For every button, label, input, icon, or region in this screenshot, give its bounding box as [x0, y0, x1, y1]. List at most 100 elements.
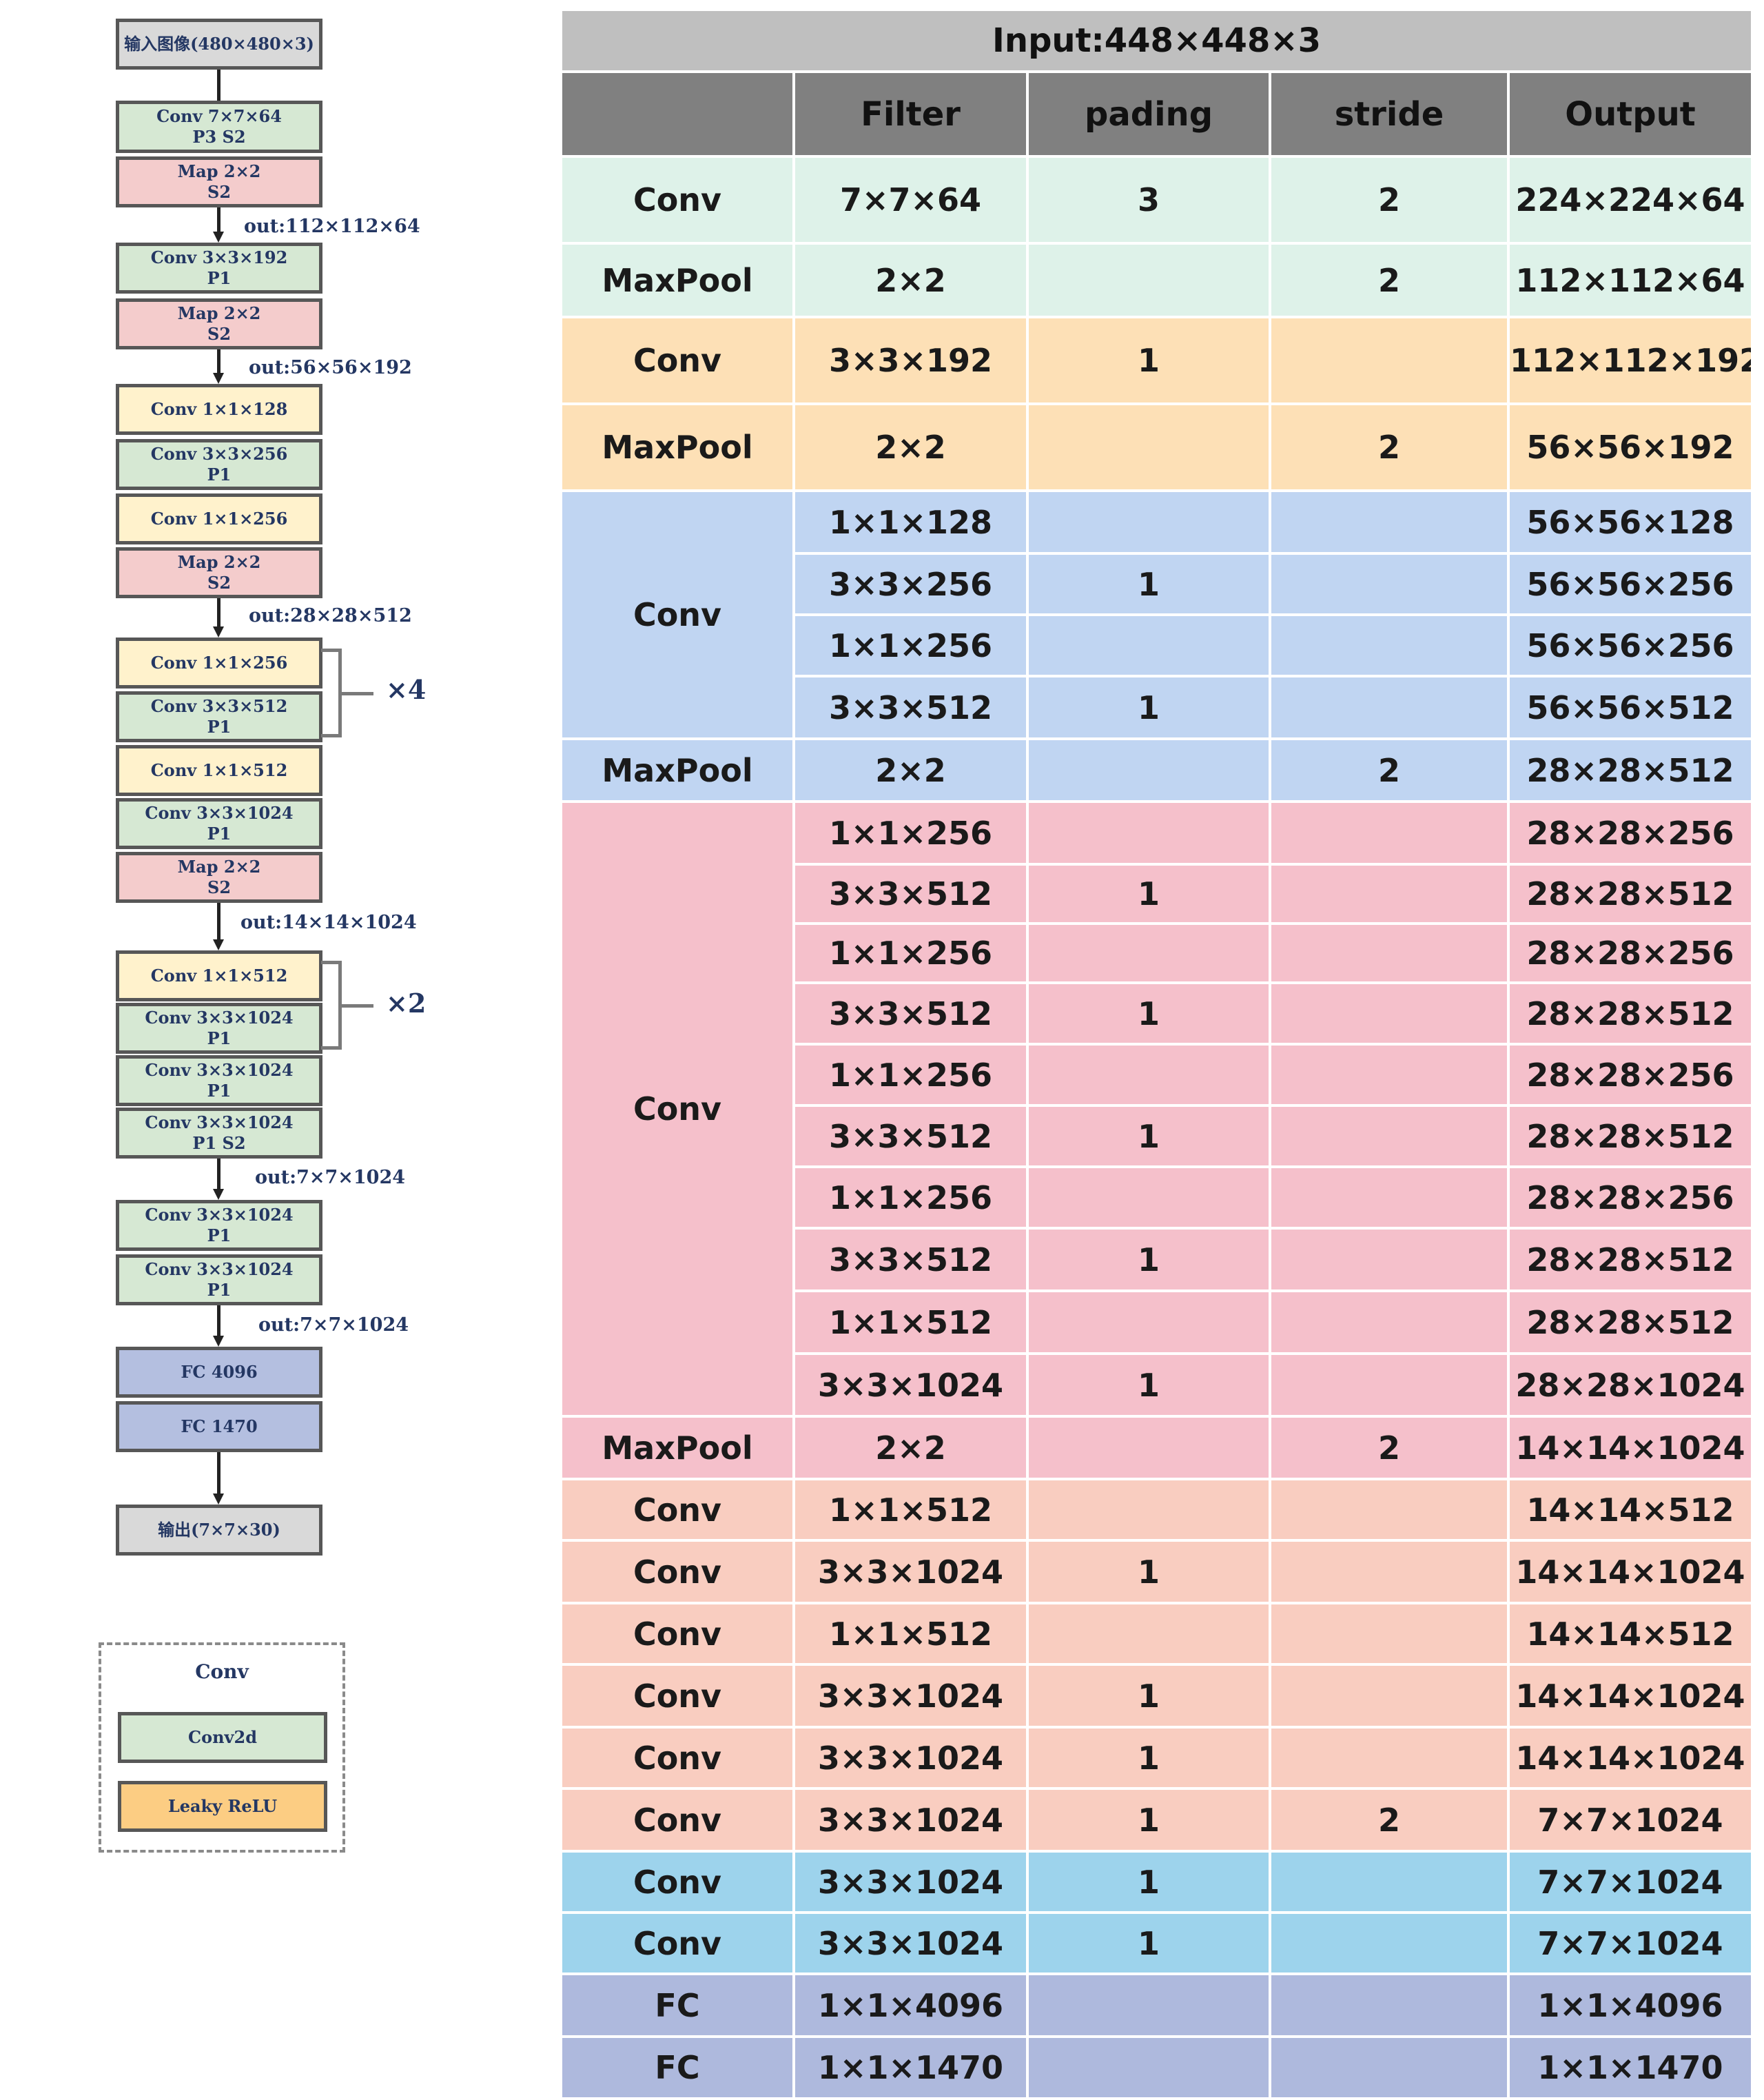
stride-cell [1269, 1478, 1510, 1542]
layer-block-line1: FC 4096 [181, 1362, 258, 1382]
layer-type-cell: Conv [560, 1850, 795, 1914]
layer-block-line2: P1 [207, 465, 232, 485]
stride-cell [1269, 1289, 1510, 1355]
filter-cell: 1×1×256 [792, 613, 1029, 677]
table-row: FC 1×1×4096 1×1×4096 [560, 1972, 1754, 2038]
padding-cell [1026, 489, 1271, 555]
filter-cell: 1×1×256 [792, 1165, 1029, 1230]
layer-block-fc: FC 4096 [116, 1347, 322, 1398]
output-cell: 7×7×1024 [1507, 1850, 1754, 1914]
padding-cell [1026, 922, 1271, 984]
table-row: 1×1×512 28×28×512 [561, 1289, 1754, 1355]
table-row: MaxPool 2×2 2 112×112×64 [560, 242, 1754, 318]
output-cell: 28×28×512 [1507, 1289, 1754, 1355]
filter-cell: 3×3×1024 [792, 1663, 1029, 1729]
filter-cell: 3×3×1024 [792, 1911, 1029, 1975]
layer-block-line1: Conv 3×3×1024 [145, 1060, 294, 1080]
repeat-bracket-tick [342, 692, 373, 695]
stride-cell [1269, 981, 1510, 1046]
table-row: Conv 3×3×1024 1 14×14×1024 [560, 1726, 1754, 1790]
layer-block-fc: FC 1470 [116, 1401, 322, 1452]
layer-block-line2: P1 [207, 1280, 232, 1300]
layer-block-line1: Conv 3×3×1024 [145, 803, 294, 823]
layer-block-line1: Conv 1×1×512 [150, 760, 288, 780]
table-row: Conv 3×3×1024 1 7×7×1024 [560, 1850, 1754, 1914]
filter-cell: 2×2 [792, 242, 1029, 318]
output-cell: 112×112×192 [1507, 316, 1754, 405]
table-title-row: Input:448×448×3 [560, 8, 1754, 73]
stride-cell [1269, 316, 1510, 405]
padding-cell [1026, 402, 1271, 492]
table-row: 1×1×256 28×28×256 [561, 922, 1754, 984]
stride-cell [1269, 863, 1510, 925]
output-cell: 56×56×256 [1507, 613, 1754, 677]
filter-cell: 1×1×256 [792, 800, 1029, 866]
layer-block-conv1x1: Conv 1×1×512 [116, 745, 322, 796]
output-cell: 1×1×1470 [1507, 2035, 1754, 2100]
table-row: Conv 3×3×1024 1 14×14×1024 [560, 1663, 1754, 1729]
repeat-bracket-tick [342, 1004, 373, 1008]
table-row: Conv 3×3×1024 1 2 7×7×1024 [560, 1787, 1754, 1853]
table-row: MaxPool 2×2 2 14×14×1024 [560, 1415, 1754, 1480]
stride-cell: 2 [1269, 155, 1510, 245]
repeat-bracket [321, 649, 342, 737]
output-cell: 28×28×256 [1507, 1043, 1754, 1107]
padding-cell [1026, 1478, 1271, 1542]
table-row: Conv 1×1×256 28×28×256 [560, 800, 1754, 1418]
architecture-table: Input:448×448×3 Filter pading stride Out… [560, 8, 1754, 2100]
layer-block-pool: Map 2×2 S2 [116, 156, 322, 207]
filter-cell: 3×3×256 [792, 552, 1029, 616]
table-row: 3×3×256 1 56×56×256 [561, 552, 1754, 616]
layer-block-line1: Conv 1×1×128 [150, 399, 288, 419]
layer-block-conv2d: Conv 3×3×1024 P1 [116, 1200, 322, 1251]
filter-cell: 2×2 [792, 1415, 1029, 1480]
layer-block-line1: Map 2×2 [177, 161, 261, 181]
padding-cell: 1 [1026, 552, 1271, 616]
legend-leaky-relu: Leaky ReLU [118, 1781, 327, 1832]
filter-cell: 3×3×512 [792, 863, 1029, 925]
stride-cell [1269, 613, 1510, 677]
layer-block-line2: S2 [207, 877, 232, 897]
filter-cell: 1×1×1470 [792, 2035, 1029, 2100]
legend-title: Conv [195, 1660, 249, 1683]
filter-cell: 1×1×512 [792, 1602, 1029, 1666]
layer-block-conv2d: Conv 3×3×1024 P1 [116, 1254, 322, 1305]
padding-cell: 1 [1026, 1104, 1271, 1168]
layer-block-line1: Conv 3×3×1024 [145, 1205, 294, 1225]
stride-cell [1269, 1602, 1510, 1666]
padding-cell [1026, 242, 1271, 318]
table-body: Conv 7×7×64 3 2 224×224×64 MaxPool 2×2 2 112×112… [560, 155, 1754, 2100]
output-cell: 28×28×256 [1507, 800, 1754, 866]
padding-cell [1026, 1602, 1271, 1666]
layer-block-line1: Conv 1×1×256 [150, 653, 288, 673]
layer-type-cell: Conv [560, 1663, 795, 1729]
layer-block-conv1x1: Conv 1×1×256 [116, 638, 322, 689]
padding-cell: 1 [1026, 1726, 1271, 1790]
output-cell: 28×28×512 [1507, 1104, 1754, 1168]
layer-block-conv2d: Conv 3×3×1024 P1 [116, 1003, 322, 1054]
table-row: FC 1×1×1470 1×1×1470 [560, 2035, 1754, 2100]
layer-type-cell: Conv [560, 1478, 795, 1542]
table-row: 3×3×512 1 28×28×512 [561, 981, 1754, 1046]
layer-block-line1: Conv 3×3×1024 [145, 1259, 294, 1279]
output-cell: 7×7×1024 [1507, 1911, 1754, 1975]
padding-cell: 1 [1026, 863, 1271, 925]
layer-block-line2: P1 S2 [192, 1133, 246, 1153]
layer-block-line1: Conv 3×3×1024 [145, 1112, 294, 1132]
layer-type-cell: MaxPool [560, 242, 795, 318]
output-shape-label: out:7×7×1024 [258, 1314, 409, 1336]
layer-block-line1: Conv 3×3×256 [150, 444, 288, 464]
layer-block-line1: FC 1470 [181, 1416, 258, 1436]
connector-line [217, 70, 220, 101]
layer-block-line2: P1 [207, 717, 232, 737]
stride-cell: 2 [1269, 1787, 1510, 1853]
padding-cell: 1 [1026, 981, 1271, 1046]
stride-cell [1269, 1972, 1510, 2038]
layer-block-line1: Conv 3×3×512 [150, 696, 288, 716]
layer-block-line2: S2 [207, 573, 232, 593]
output-cell: 28×28×512 [1507, 981, 1754, 1046]
stride-cell: 2 [1269, 402, 1510, 492]
layer-block-conv1x1: Conv 1×1×128 [116, 384, 322, 435]
legend-leaky-relu-label: Leaky ReLU [167, 1796, 278, 1816]
table-row: 3×3×512 1 28×28×512 [561, 1104, 1754, 1168]
